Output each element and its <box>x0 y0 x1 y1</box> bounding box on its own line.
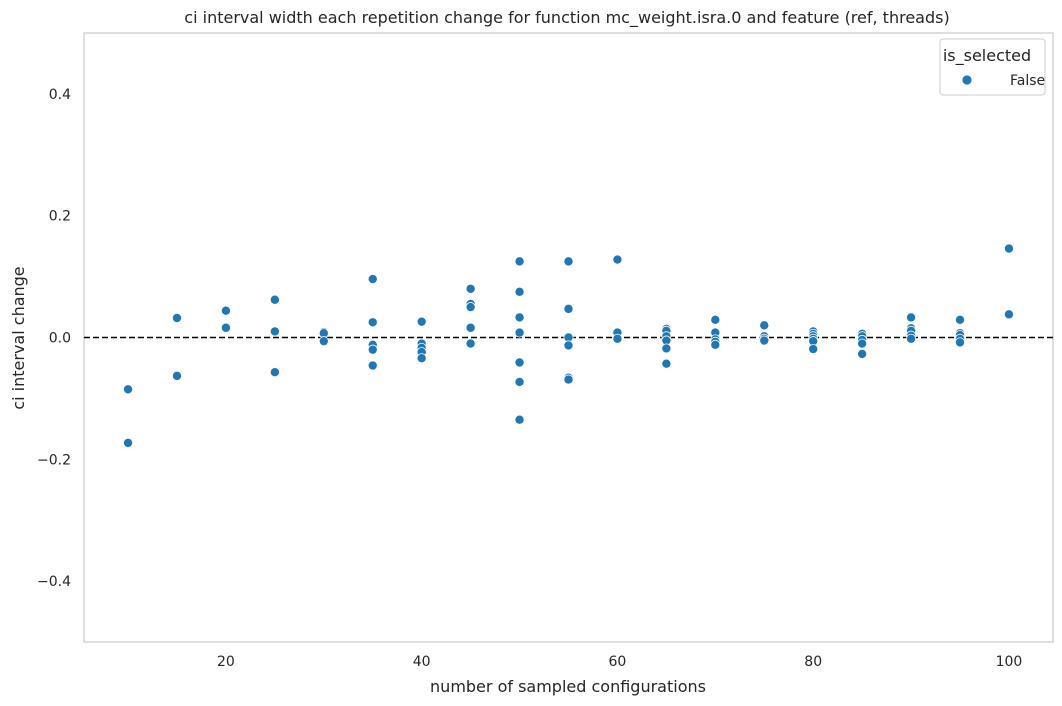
data-point <box>661 343 672 354</box>
data-point <box>269 326 280 337</box>
y-tick-label: 0.2 <box>49 209 71 225</box>
legend: is_selected False <box>939 38 1046 96</box>
data-point <box>465 302 476 313</box>
legend-title: is_selected <box>943 46 1031 66</box>
x-tick-label: 40 <box>413 654 431 670</box>
x-tick-label: 100 <box>996 654 1023 670</box>
y-axis-label: ci interval change <box>9 266 28 409</box>
chart-title: ci interval width each repetition change… <box>184 8 949 28</box>
data-point <box>563 340 574 351</box>
y-tick-label: −0.4 <box>37 574 71 590</box>
data-point <box>612 333 623 344</box>
data-point <box>465 322 476 333</box>
data-point <box>1003 243 1014 254</box>
data-point <box>612 254 623 265</box>
data-point <box>808 344 819 355</box>
data-point <box>563 374 574 385</box>
data-point <box>514 376 525 387</box>
data-point <box>710 339 721 350</box>
x-tick-label: 80 <box>804 654 822 670</box>
data-point <box>220 322 231 333</box>
legend-entry-false: False <box>1010 73 1045 89</box>
data-point <box>367 344 378 355</box>
data-point <box>906 333 917 344</box>
legend-marker <box>961 74 973 86</box>
y-tick-label: 0.4 <box>49 87 71 103</box>
y-axis: −0.4 −0.2 0.0 0.2 0.4 <box>37 87 71 590</box>
data-point <box>710 314 721 325</box>
x-tick-label: 20 <box>217 654 235 670</box>
data-point <box>514 312 525 323</box>
data-point <box>759 335 770 346</box>
data-point <box>171 370 182 381</box>
data-point <box>514 256 525 267</box>
data-point <box>220 305 231 316</box>
data-point <box>1003 309 1014 320</box>
x-axis: 20 40 60 80 100 <box>217 654 1022 670</box>
data-point <box>269 367 280 378</box>
data-points <box>123 243 1014 448</box>
data-point <box>759 320 770 331</box>
data-point <box>171 313 182 324</box>
data-point <box>367 360 378 371</box>
y-tick-label: 0.0 <box>49 331 71 347</box>
data-point <box>514 414 525 425</box>
data-point <box>906 312 917 323</box>
data-point <box>465 283 476 294</box>
x-tick-label: 60 <box>609 654 627 670</box>
data-point <box>514 357 525 368</box>
data-point <box>465 338 476 349</box>
y-tick-label: −0.2 <box>37 452 71 468</box>
data-point <box>416 316 427 327</box>
data-point <box>563 303 574 314</box>
data-point <box>661 358 672 369</box>
data-point <box>857 348 868 359</box>
data-point <box>514 327 525 338</box>
data-point <box>857 338 868 349</box>
data-point <box>367 317 378 328</box>
data-point <box>269 294 280 305</box>
x-axis-label: number of sampled configurations <box>430 677 706 696</box>
data-point <box>367 274 378 285</box>
data-point <box>123 437 134 448</box>
data-point <box>563 256 574 267</box>
data-point <box>318 336 329 347</box>
data-point <box>514 286 525 297</box>
data-point <box>955 314 966 325</box>
data-point <box>416 353 427 364</box>
data-point <box>955 337 966 348</box>
data-point <box>123 384 134 395</box>
